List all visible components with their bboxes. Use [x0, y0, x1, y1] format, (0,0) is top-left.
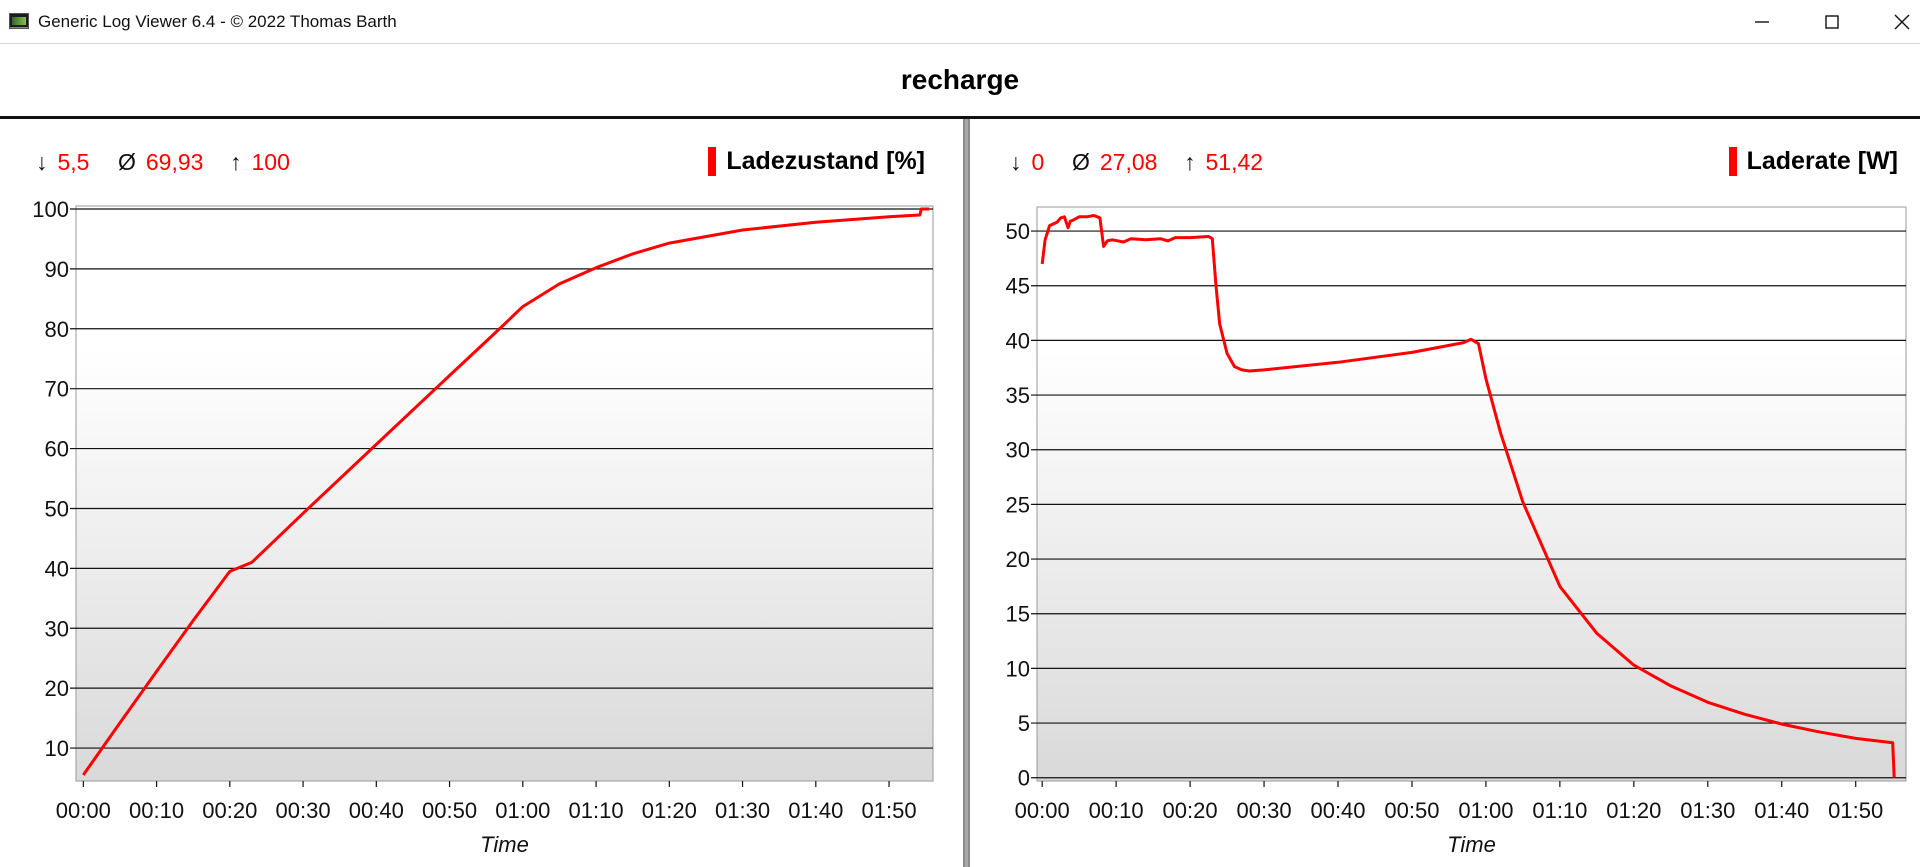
title-bar[interactable]: Generic Log Viewer 6.4 - © 2022 Thomas B…: [0, 0, 1920, 44]
arrow-down-icon: ↓: [36, 149, 48, 175]
y-tick-label: 60: [45, 437, 69, 462]
series-line: [1040, 214, 1896, 778]
panel-splitter[interactable]: [963, 119, 970, 867]
stat-min: ↓ 0: [1010, 149, 1044, 176]
chart-ladezustand: 10 20 30 40 50 60 70 80 90 100 00:00 00:10 00:20 00:3…: [32, 197, 934, 857]
stat-min-value: 5,5: [57, 149, 90, 175]
chart-panel-laderate: ↓ 0 Ø 27,08 ↑ 51,42 Laderate [W] 0 5 10 15 20 25…: [970, 119, 1920, 867]
plot-area: [75, 205, 934, 782]
series-line: [82, 207, 930, 776]
app-logview-icon: [9, 13, 29, 29]
plot-area: [1036, 206, 1907, 782]
arrow-down-icon: ↓: [1010, 149, 1022, 175]
x-tick-label: 01:10: [1532, 798, 1587, 823]
x-tick-label: 01:30: [1680, 798, 1735, 823]
y-tick-label: 100: [32, 197, 69, 222]
stat-avg: Ø 69,93: [118, 149, 203, 176]
legend-swatch: [1728, 147, 1737, 176]
stat-max-value: 100: [251, 149, 290, 175]
arrow-up-icon: ↑: [1184, 149, 1196, 175]
y-tick-label: 30: [1006, 438, 1030, 463]
x-tick-label: 01:50: [1828, 798, 1883, 823]
x-tick-label: 00:40: [349, 798, 404, 823]
x-tick-label: 01:40: [1754, 798, 1809, 823]
y-tick-label: 30: [45, 616, 69, 641]
y-tick-label: 20: [1006, 547, 1030, 572]
x-tick-label: 00:20: [202, 798, 257, 823]
title-divider: [0, 116, 1920, 119]
stat-max: ↑ 100: [230, 149, 290, 176]
x-tick-label: 00:00: [56, 798, 111, 823]
window-title: Generic Log Viewer 6.4 - © 2022 Thomas B…: [38, 12, 397, 31]
y-tick-label: 10: [45, 736, 69, 761]
x-axis-title: Time: [480, 832, 529, 857]
close-icon: [1894, 14, 1910, 30]
close-button[interactable]: [1867, 0, 1920, 44]
x-tick-label: 00:10: [129, 798, 184, 823]
x-tick-label: 00:50: [1384, 798, 1439, 823]
stat-avg: Ø 27,08: [1072, 149, 1157, 176]
y-tick-label: 40: [1006, 328, 1030, 353]
x-tick-label: 01:30: [715, 798, 770, 823]
legend-label: Laderate [W]: [1746, 147, 1898, 175]
y-tick-label: 20: [45, 676, 69, 701]
stat-min-value: 0: [1031, 149, 1045, 175]
y-tick-label: 90: [45, 257, 69, 282]
x-tick-label: 00:10: [1089, 798, 1144, 823]
y-tick-label: 0: [1018, 766, 1030, 791]
y-tick-label: 25: [1006, 492, 1030, 517]
y-tick-label: 70: [45, 377, 69, 402]
stat-max: ↑ 51,42: [1184, 149, 1263, 176]
minimize-icon: [1755, 21, 1769, 23]
x-tick-label: 01:20: [1606, 798, 1661, 823]
x-axis-title: Time: [1447, 832, 1496, 857]
x-tick-label: 00:30: [1237, 798, 1292, 823]
arrow-up-icon: ↑: [230, 149, 242, 175]
x-tick-label: 01:40: [788, 798, 843, 823]
y-tick-label: 10: [1006, 656, 1030, 681]
y-tick-label: 45: [1006, 274, 1030, 299]
x-tick-label: 00:20: [1163, 798, 1218, 823]
chart-panel-ladezustand: ↓ 5,5 Ø 69,93 ↑ 100 Ladezustand [%] 10 20 30 4…: [0, 119, 963, 867]
chart-laderate: 0 5 10 15 20 25 30 35 40 45 50 00:00 00:10 00:20 00:30…: [1006, 206, 1907, 857]
y-tick-label: 50: [1006, 219, 1030, 244]
x-tick-label: 00:00: [1015, 798, 1070, 823]
stat-max-value: 51,42: [1205, 149, 1264, 175]
average-symbol: Ø: [1072, 149, 1090, 175]
y-tick-label: 40: [45, 556, 69, 581]
stat-min: ↓ 5,5: [36, 149, 89, 176]
stat-avg-value: 69,93: [145, 149, 204, 175]
x-tick-label: 01:00: [495, 798, 550, 823]
chart-legend: Ladezustand [%]: [708, 147, 925, 176]
y-tick-label: 35: [1006, 383, 1030, 408]
legend-label: Ladezustand [%]: [726, 147, 925, 175]
average-symbol: Ø: [118, 149, 136, 175]
x-tick-label: 01:00: [1458, 798, 1513, 823]
x-tick-label: 00:50: [422, 798, 477, 823]
maximize-icon: [1825, 15, 1839, 29]
page-title: recharge: [900, 64, 1020, 95]
x-tick-label: 01:20: [642, 798, 697, 823]
maximize-button[interactable]: [1797, 0, 1867, 44]
chart-legend: Laderate [W]: [1728, 147, 1898, 176]
x-tick-label: 01:10: [569, 798, 624, 823]
y-tick-label: 80: [45, 317, 69, 342]
minimize-button[interactable]: [1727, 0, 1797, 44]
y-tick-label: 15: [1006, 602, 1030, 627]
x-tick-label: 01:50: [862, 798, 917, 823]
legend-swatch: [708, 147, 717, 176]
y-tick-label: 5: [1018, 711, 1030, 736]
stat-avg-value: 27,08: [1099, 149, 1158, 175]
x-tick-label: 00:40: [1310, 798, 1365, 823]
x-tick-label: 00:30: [276, 798, 331, 823]
y-tick-label: 50: [45, 496, 69, 521]
